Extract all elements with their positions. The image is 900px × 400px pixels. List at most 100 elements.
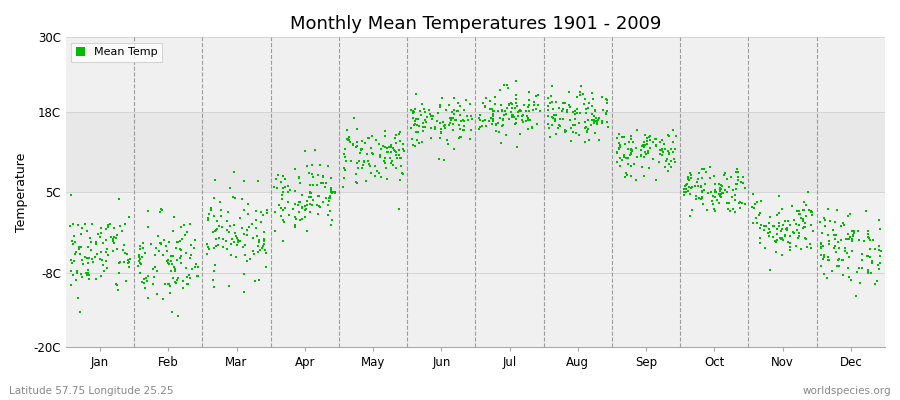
Point — [337, 183, 351, 190]
Point — [799, 236, 814, 242]
Point — [642, 134, 656, 140]
Point — [99, 226, 113, 232]
Point — [212, 235, 226, 242]
Point — [757, 223, 771, 229]
Point — [101, 252, 115, 258]
Point — [472, 124, 487, 130]
Point — [183, 275, 197, 282]
Point — [585, 103, 599, 110]
Point — [752, 211, 766, 218]
Point — [806, 228, 821, 234]
Point — [446, 110, 461, 117]
Point — [216, 236, 230, 242]
Point — [174, 247, 188, 253]
Point — [337, 150, 351, 157]
Point — [612, 131, 626, 137]
Point — [107, 240, 122, 246]
Point — [106, 248, 121, 254]
Point — [301, 202, 315, 208]
Point — [759, 223, 773, 229]
Point — [392, 146, 406, 153]
Point — [256, 212, 270, 218]
Point — [387, 147, 401, 154]
Point — [393, 138, 408, 144]
Point — [437, 123, 452, 130]
Point — [714, 194, 728, 200]
Point — [349, 144, 364, 150]
Point — [735, 180, 750, 186]
Point — [487, 108, 501, 114]
Point — [599, 96, 614, 103]
Point — [219, 238, 233, 244]
Point — [69, 277, 84, 284]
Point — [140, 207, 155, 214]
Point — [568, 122, 582, 128]
Point — [678, 182, 692, 189]
Point — [64, 268, 78, 275]
Point — [577, 101, 591, 108]
Point — [700, 206, 715, 213]
Point — [708, 194, 723, 200]
Point — [804, 222, 818, 228]
Point — [204, 207, 219, 213]
Point — [849, 293, 863, 300]
Text: Latitude 57.75 Longitude 25.25: Latitude 57.75 Longitude 25.25 — [9, 386, 174, 396]
Point — [761, 219, 776, 226]
Point — [319, 195, 333, 202]
Point — [76, 257, 90, 264]
Point — [624, 146, 638, 152]
Point — [464, 113, 478, 119]
Point — [110, 282, 124, 288]
Point — [159, 248, 174, 254]
Point — [250, 249, 265, 255]
Point — [616, 134, 630, 140]
Point — [162, 239, 176, 246]
Point — [388, 148, 402, 154]
Point — [730, 166, 744, 172]
Point — [174, 260, 188, 266]
Point — [380, 176, 394, 182]
Point — [208, 228, 222, 234]
Point — [796, 199, 811, 205]
Point — [695, 194, 709, 200]
Point — [553, 116, 567, 122]
Point — [457, 122, 472, 129]
Point — [324, 222, 338, 228]
Point — [555, 116, 570, 123]
Point — [446, 146, 461, 152]
Point — [81, 270, 95, 276]
Point — [656, 149, 670, 155]
Point — [98, 249, 112, 255]
Point — [252, 239, 266, 246]
Point — [495, 107, 509, 114]
Point — [501, 84, 516, 91]
Point — [101, 222, 115, 228]
Point — [310, 202, 324, 208]
Point — [416, 120, 430, 126]
Point — [295, 204, 310, 211]
Point — [214, 224, 229, 230]
Point — [845, 232, 859, 239]
Point — [750, 220, 764, 226]
Point — [179, 228, 194, 235]
Point — [509, 116, 524, 122]
Point — [842, 274, 857, 280]
Point — [525, 124, 539, 130]
Point — [203, 205, 218, 212]
Point — [368, 173, 382, 179]
Point — [433, 135, 447, 141]
Point — [207, 268, 221, 274]
Point — [653, 151, 668, 157]
Point — [814, 251, 828, 258]
Point — [783, 247, 797, 253]
Point — [773, 234, 788, 241]
Point — [826, 226, 841, 233]
Point — [287, 222, 302, 228]
Point — [789, 243, 804, 249]
Point — [229, 254, 243, 260]
Point — [164, 258, 178, 265]
Point — [350, 165, 365, 171]
Point — [832, 256, 846, 262]
Point — [389, 132, 403, 138]
Point — [152, 208, 166, 215]
